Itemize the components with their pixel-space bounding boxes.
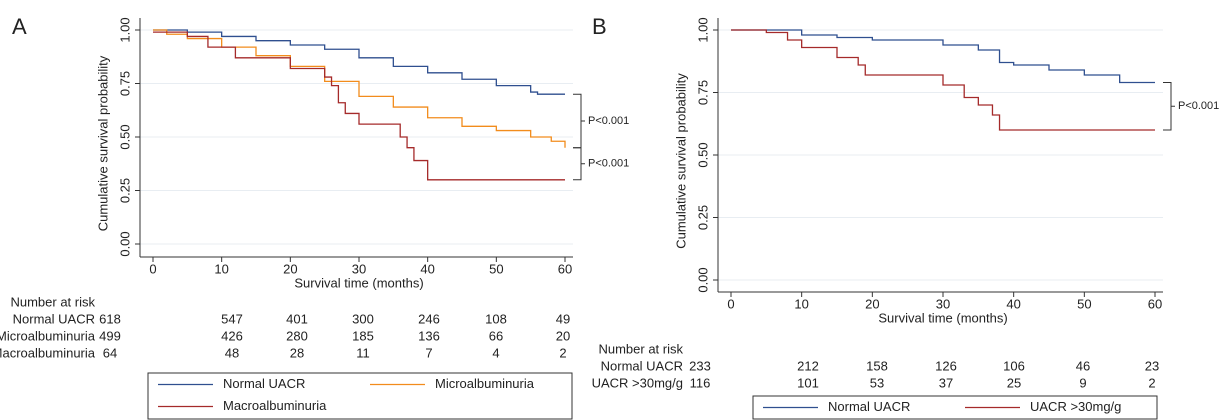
p-value: P<0.001 — [588, 115, 629, 127]
risk-count: 37 — [939, 375, 953, 390]
x-tick-label: 0 — [727, 296, 734, 311]
x-tick-label: 60 — [1148, 296, 1162, 311]
survival-curve — [153, 29, 565, 95]
risk-count: 25 — [1007, 375, 1021, 390]
p-value: P<0.001 — [1178, 100, 1219, 112]
risk-count: 618 — [99, 311, 121, 326]
legend-label: Normal UACR — [223, 376, 305, 391]
risk-count: 280 — [286, 328, 308, 343]
y-tick-label: 0.75 — [117, 71, 132, 96]
panel-label: B — [592, 14, 607, 39]
x-axis-label: Survival time (months) — [294, 275, 423, 290]
risk-count: 106 — [1003, 358, 1025, 373]
risk-count: 2 — [1148, 375, 1155, 390]
risk-count: 48 — [225, 345, 239, 360]
risk-count: 246 — [418, 311, 440, 326]
risk-count: 53 — [870, 375, 884, 390]
x-tick-label: 20 — [283, 261, 297, 276]
panel-label: A — [12, 14, 27, 39]
legend-label: Macroalbuminuria — [223, 398, 327, 413]
risk-count: 46 — [1076, 358, 1090, 373]
x-tick-label: 10 — [794, 296, 808, 311]
risk-count: 23 — [1145, 358, 1159, 373]
y-tick-label: 0.50 — [695, 142, 710, 167]
x-tick-label: 50 — [1077, 296, 1091, 311]
risk-count: 11 — [356, 345, 370, 360]
y-tick-label: 0.00 — [695, 267, 710, 292]
risk-count: 126 — [935, 358, 957, 373]
x-tick-label: 40 — [420, 261, 434, 276]
risk-count: 158 — [866, 358, 888, 373]
x-tick-label: 30 — [936, 296, 950, 311]
y-tick-label: 0.75 — [695, 80, 710, 105]
p-bracket — [573, 147, 585, 181]
risk-count: 101 — [797, 375, 819, 390]
p-bracket — [1163, 82, 1175, 131]
y-axis-label: Cumulative survival probability — [95, 55, 110, 231]
x-axis-label: Survival time (months) — [878, 310, 1007, 325]
risk-count: 300 — [352, 311, 374, 326]
legend-box — [752, 395, 1158, 420]
x-tick-label: 60 — [558, 261, 572, 276]
risk-count: 108 — [485, 311, 507, 326]
risk-count: 9 — [1079, 375, 1086, 390]
survival-curve — [731, 29, 1155, 131]
risk-count: 2 — [559, 345, 566, 360]
risk-count: 116 — [690, 375, 711, 390]
y-tick-label: 0.00 — [117, 231, 132, 256]
x-tick-label: 40 — [1006, 296, 1020, 311]
risk-count: 233 — [689, 358, 711, 373]
x-tick-label: 30 — [352, 261, 366, 276]
legend-label: UACR >30mg/g — [1030, 399, 1121, 414]
risk-row-label: Normal UACR — [13, 311, 95, 326]
risk-count: 66 — [489, 328, 503, 343]
risk-count: 4 — [492, 345, 499, 360]
risk-count: 185 — [352, 328, 374, 343]
risk-count: 7 — [425, 345, 432, 360]
risk-count: 28 — [290, 345, 304, 360]
risk-count: 136 — [418, 328, 440, 343]
risk-count: 49 — [556, 311, 570, 326]
risk-row-label: Normal UACR — [601, 358, 683, 373]
x-tick-label: 10 — [214, 261, 228, 276]
x-tick-label: 20 — [865, 296, 879, 311]
y-axis-label: Cumulative survival probability — [673, 73, 688, 249]
x-tick-label: 50 — [489, 261, 503, 276]
y-tick-label: 1.00 — [117, 17, 132, 42]
risk-row-label: Microalbuminuria — [0, 328, 96, 343]
risk-row-label: Macroalbuminuria — [0, 345, 96, 360]
legend-label: Microalbuminuria — [435, 376, 535, 391]
p-bracket — [573, 93, 585, 149]
y-tick-label: 0.25 — [695, 205, 710, 230]
legend-label: Normal UACR — [828, 399, 910, 414]
survival-curve — [731, 29, 1155, 84]
risk-count: 401 — [286, 311, 308, 326]
risk-count: 426 — [221, 328, 243, 343]
p-value: P<0.001 — [588, 158, 629, 170]
survival-curve — [153, 29, 566, 148]
risk-count: 64 — [103, 345, 117, 360]
risk-count: 20 — [556, 328, 570, 343]
y-tick-label: 0.25 — [117, 178, 132, 203]
y-tick-label: 0.50 — [117, 124, 132, 149]
risk-count: 547 — [221, 311, 243, 326]
survival-curve — [153, 31, 565, 181]
legend-box — [147, 372, 573, 420]
risk-table-title: Number at risk — [598, 341, 683, 356]
risk-row-label: UACR >30mg/g — [592, 375, 683, 390]
risk-count: 499 — [99, 328, 121, 343]
x-tick-label: 0 — [149, 261, 156, 276]
y-tick-label: 1.00 — [695, 17, 710, 42]
risk-table-title: Number at risk — [10, 294, 95, 309]
risk-count: 212 — [797, 358, 819, 373]
